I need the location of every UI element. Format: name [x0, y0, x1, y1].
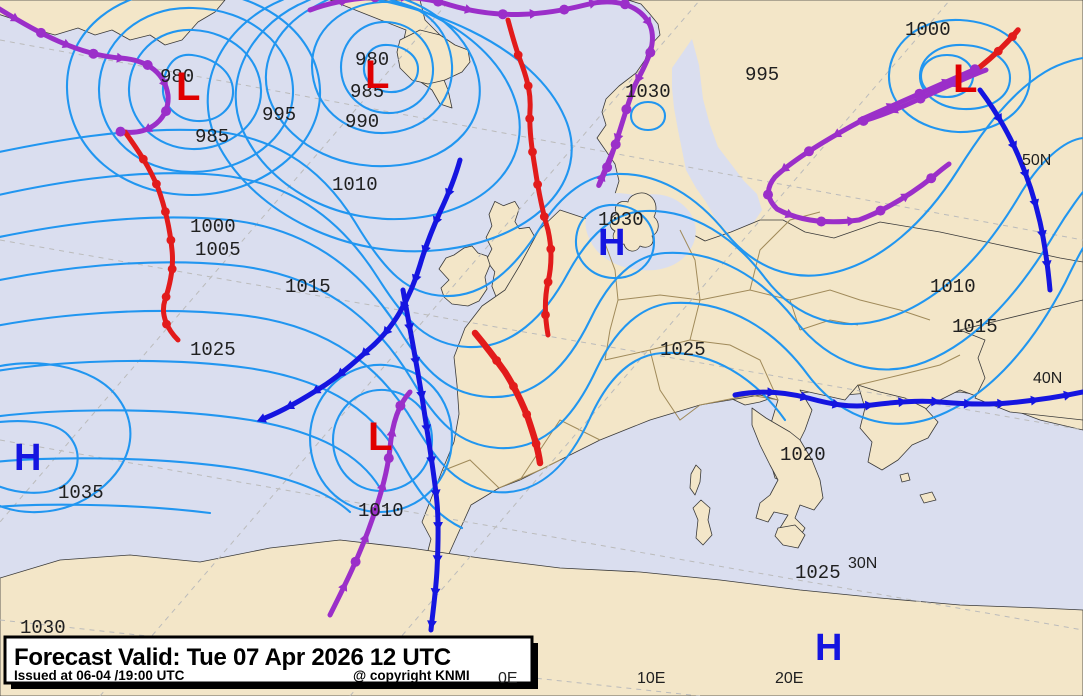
svg-text:1035: 1035 [58, 482, 104, 504]
svg-text:1025: 1025 [795, 562, 841, 584]
svg-text:10E: 10E [637, 670, 665, 687]
svg-text:1015: 1015 [285, 276, 331, 298]
svg-text:30N: 30N [848, 555, 877, 572]
svg-text:990: 990 [345, 111, 379, 133]
svg-text:1025: 1025 [660, 339, 706, 361]
svg-text:0E: 0E [498, 670, 518, 687]
svg-text:L: L [365, 53, 389, 97]
svg-text:1010: 1010 [332, 174, 378, 196]
svg-text:H: H [598, 222, 625, 264]
svg-text:995: 995 [262, 104, 296, 126]
svg-text:H: H [14, 437, 41, 479]
svg-text:L: L [176, 65, 200, 109]
svg-text:985: 985 [195, 126, 229, 148]
svg-text:1030: 1030 [625, 81, 671, 103]
svg-text:Issued at 06-04 /19:00 UTC: Issued at 06-04 /19:00 UTC [14, 668, 185, 683]
svg-text:1030: 1030 [20, 617, 66, 639]
svg-text:Forecast Valid: Tue 07 Apr 20: Forecast Valid: Tue 07 Apr 2026 12 UTC [14, 644, 451, 671]
svg-text:1015: 1015 [952, 316, 998, 338]
svg-text:L: L [368, 415, 392, 459]
svg-text:1010: 1010 [358, 500, 404, 522]
svg-text:@ copyright KNMI: @ copyright KNMI [353, 668, 470, 683]
svg-text:995: 995 [745, 64, 779, 86]
svg-text:1025: 1025 [190, 339, 236, 361]
svg-text:L: L [953, 57, 977, 101]
svg-text:50N: 50N [1022, 152, 1051, 169]
svg-text:H: H [815, 627, 842, 669]
svg-text:1020: 1020 [780, 444, 826, 466]
svg-text:20E: 20E [775, 670, 803, 687]
svg-text:1010: 1010 [930, 276, 976, 298]
svg-text:1005: 1005 [195, 239, 241, 261]
svg-text:1000: 1000 [190, 216, 236, 238]
svg-text:40N: 40N [1033, 370, 1062, 387]
svg-text:1000: 1000 [905, 19, 951, 41]
